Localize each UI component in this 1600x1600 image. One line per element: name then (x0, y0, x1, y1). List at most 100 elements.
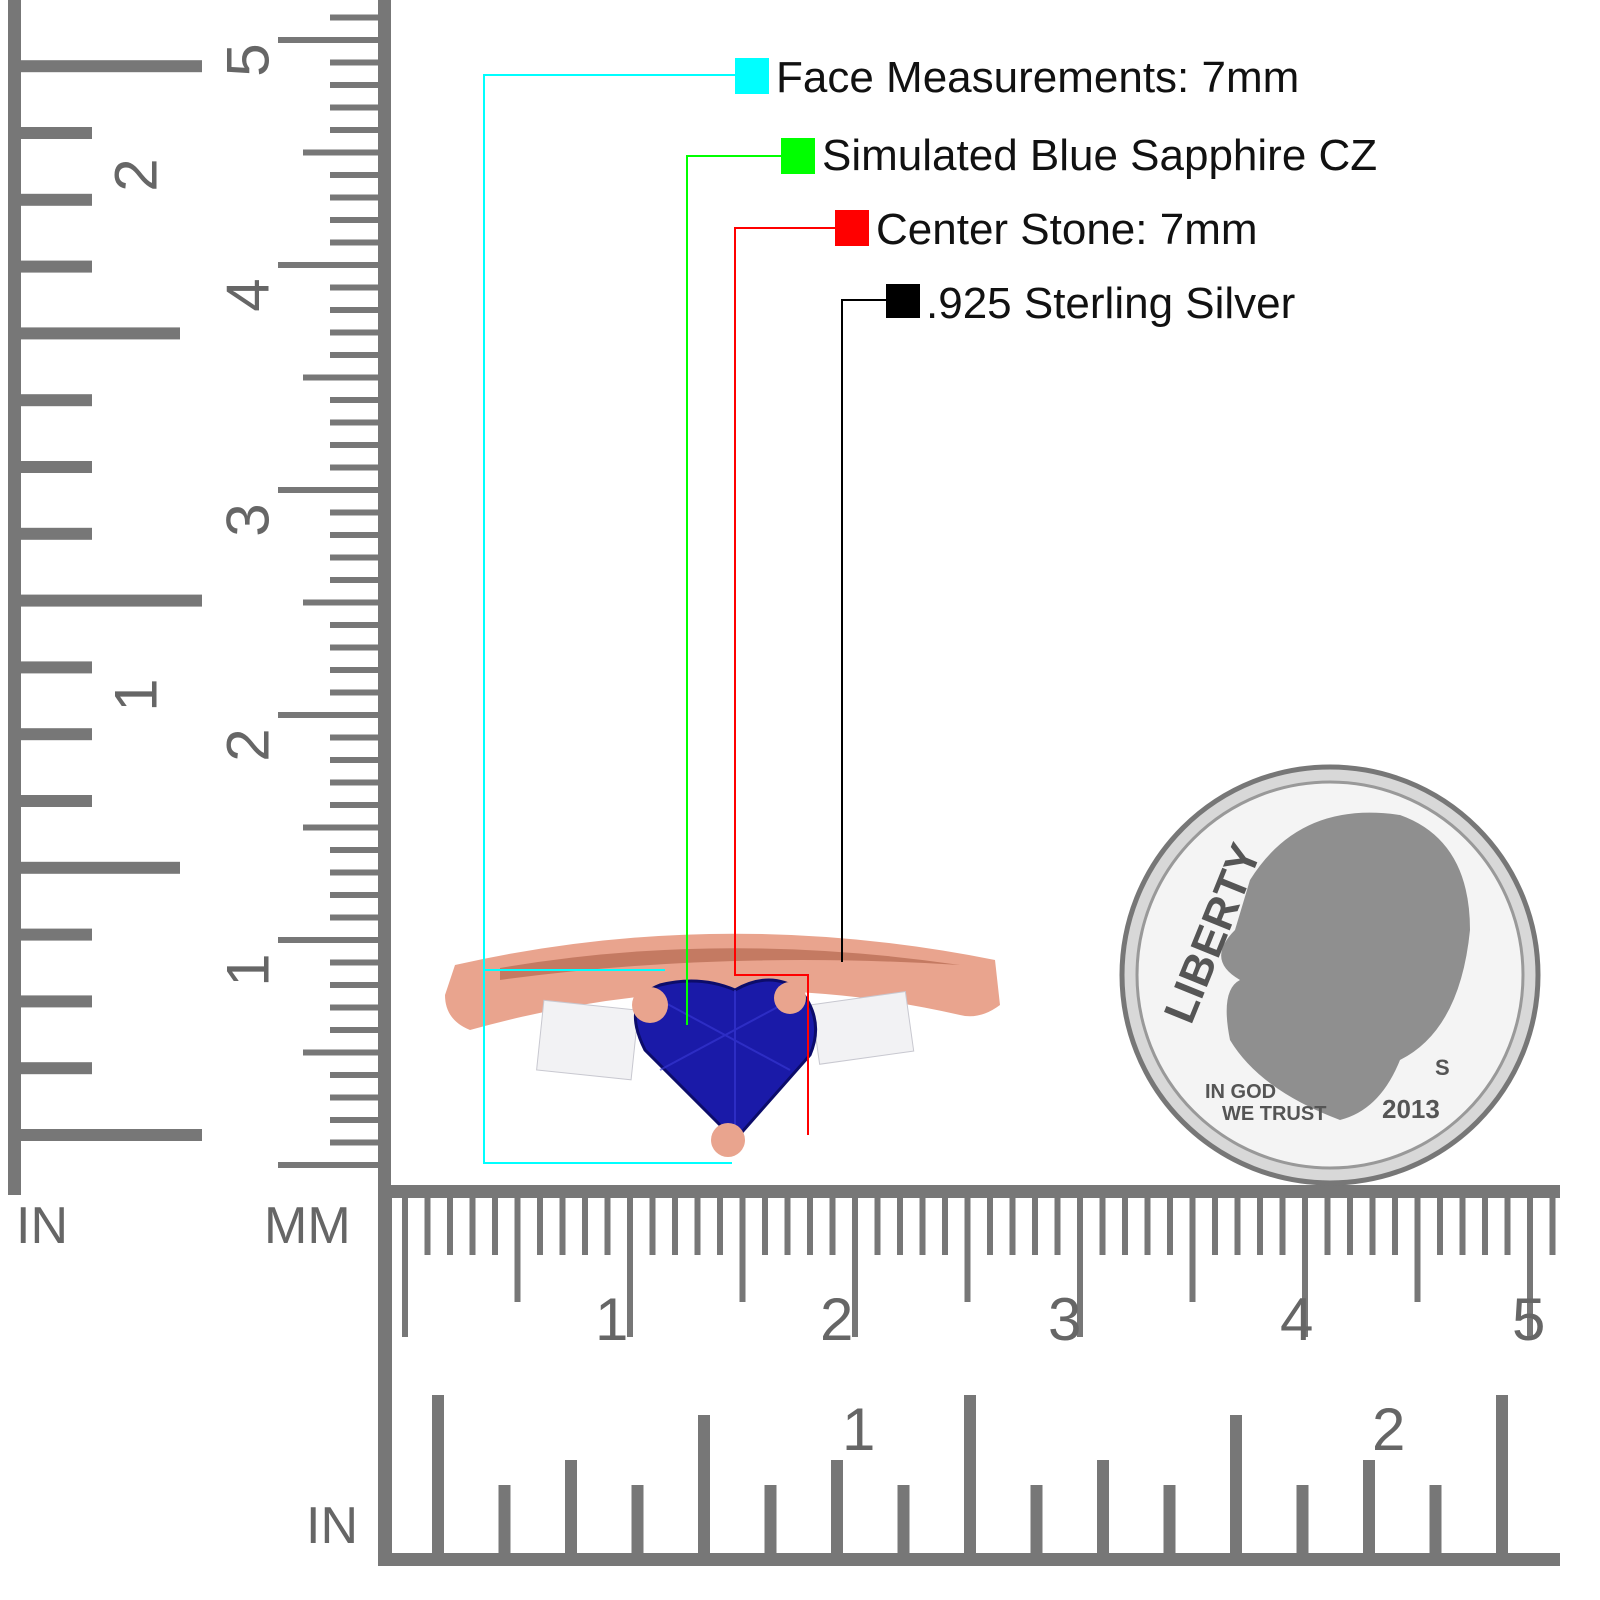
mm-tick (278, 712, 378, 718)
mm-tick (1257, 1197, 1263, 1255)
cm-number: 4 (214, 278, 282, 312)
mm-tick (330, 689, 378, 696)
mm-tick (559, 1197, 566, 1255)
mm-tick (330, 329, 378, 336)
inch-tick (1496, 1395, 1508, 1555)
mm-tick (330, 397, 378, 403)
leader-lines (483, 74, 886, 1164)
ruler-right-edge (378, 0, 391, 1195)
mm-tick (1369, 1197, 1376, 1255)
mm-tick (424, 1197, 431, 1255)
prong (711, 1123, 745, 1157)
mm-tick (303, 599, 378, 606)
legend-label: Center Stone: 7mm (876, 205, 1258, 254)
red-swatch (835, 210, 869, 246)
baguette-stone-right (810, 991, 915, 1065)
mm-tick (604, 1197, 611, 1255)
mm-tick (1167, 1197, 1173, 1255)
mm-tick (964, 1197, 971, 1302)
mm-tick (330, 352, 378, 358)
mm-tick (1054, 1197, 1061, 1255)
mm-tick (649, 1197, 656, 1255)
mm-tick (330, 1027, 378, 1033)
inch-tick (20, 327, 180, 340)
mm-tick (784, 1197, 791, 1255)
cyan-swatch (735, 58, 769, 94)
mm-tick (694, 1197, 701, 1255)
inch-tick (20, 127, 92, 139)
prong (632, 987, 668, 1023)
mm-tick (1234, 1197, 1241, 1255)
inch-tick (831, 1460, 843, 1555)
inch-unit-label-bottom: IN (306, 1497, 358, 1555)
mm-tick (807, 1197, 813, 1255)
inch-number: 2 (1372, 1396, 1406, 1463)
coin-motto-2: WE TRUST (1222, 1103, 1326, 1125)
inch-tick (20, 260, 92, 273)
inch-tick (1363, 1460, 1375, 1555)
mm-tick (330, 1094, 378, 1101)
cm-number: 2 (214, 728, 282, 762)
inch-unit-label: IN (16, 1197, 68, 1255)
inch-tick (20, 928, 92, 941)
mm-tick (330, 622, 378, 628)
inch-tick (432, 1395, 444, 1555)
inch-tick (20, 995, 92, 1008)
cm-number: 1 (595, 1286, 629, 1353)
mm-tick (330, 284, 378, 291)
mm-tick (330, 847, 378, 853)
mm-tick (1032, 1197, 1038, 1255)
mm-tick (303, 824, 378, 831)
inch-tick (565, 1460, 577, 1555)
mm-tick (330, 59, 378, 66)
mm-tick (717, 1197, 723, 1255)
legend-label: .925 Sterling Silver (926, 279, 1296, 328)
inch-tick (20, 661, 92, 674)
mm-tick (303, 374, 378, 381)
inch-tick (631, 1485, 644, 1555)
mm-tick (762, 1197, 768, 1255)
inch-tick (498, 1485, 511, 1555)
mm-tick (829, 1197, 836, 1255)
mm-unit-label: MM (264, 1197, 351, 1255)
mm-tick (1504, 1197, 1511, 1255)
mm-tick (739, 1197, 746, 1302)
mm-tick (1009, 1197, 1016, 1255)
inch-tick (20, 1129, 202, 1141)
inch-tick (20, 193, 92, 206)
mm-tick (330, 734, 378, 741)
mm-tick (278, 1162, 378, 1168)
mm-tick (1459, 1197, 1466, 1255)
mm-tick (1414, 1197, 1421, 1302)
cm-number: 3 (1048, 1286, 1082, 1353)
mm-tick (1144, 1197, 1151, 1255)
inch-tick (20, 795, 92, 807)
mm-tick (330, 442, 378, 448)
mm-tick (537, 1197, 543, 1255)
prong (774, 982, 806, 1014)
inch-tick (1030, 1485, 1043, 1555)
mm-tick (303, 149, 378, 156)
ruler-bottom-edge (378, 1553, 1560, 1566)
coin-mint-mark: S (1435, 1055, 1450, 1080)
mm-tick (303, 1049, 378, 1056)
mm-tick (330, 1139, 378, 1146)
inch-tick (1230, 1415, 1242, 1555)
mm-tick (1482, 1197, 1488, 1255)
mm-tick (278, 937, 378, 943)
mm-tick (1077, 1197, 1083, 1337)
inch-tick (20, 461, 92, 473)
mm-tick (469, 1197, 476, 1255)
mm-tick (330, 1117, 378, 1123)
inch-tick (20, 527, 92, 540)
mm-tick (919, 1197, 926, 1255)
mm-tick (1122, 1197, 1128, 1255)
dime-coin: LIBERTY IN GOD WE TRUST S 2013 (1119, 764, 1541, 1186)
cm-number: 3 (214, 503, 282, 537)
ruler-left-edge (8, 0, 21, 1195)
mm-tick (278, 37, 378, 43)
mm-tick (492, 1197, 498, 1255)
mm-tick (330, 982, 378, 988)
